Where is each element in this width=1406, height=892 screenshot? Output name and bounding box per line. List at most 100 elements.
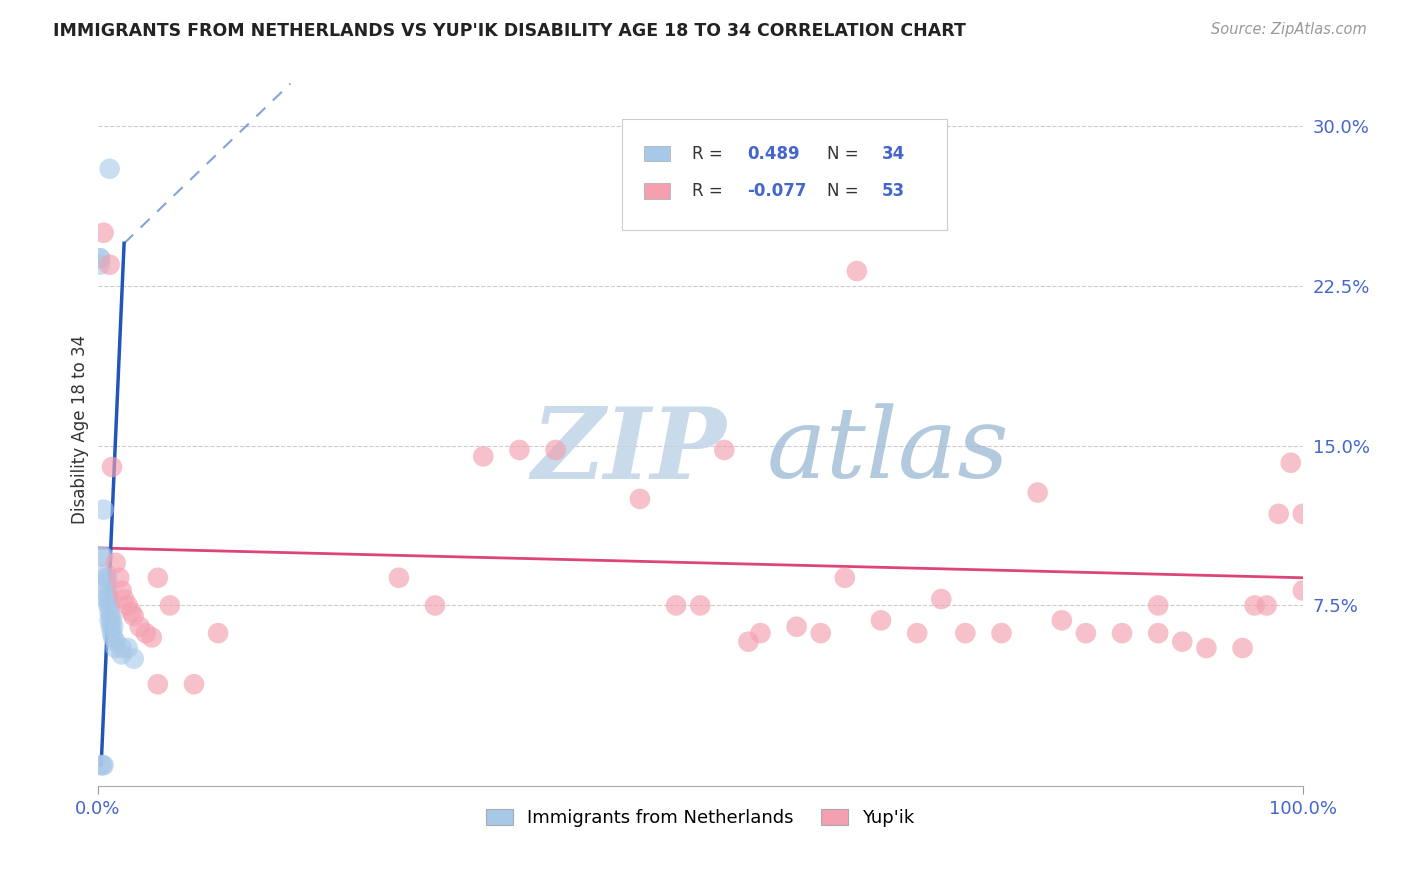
Point [96,592,118,607]
Point [94,571,117,585]
Point [689,599,711,613]
Point [786,620,808,634]
Point [1195,641,1218,656]
Point [834,571,856,585]
Text: R =: R = [692,182,728,200]
Point [100,620,122,634]
Point [93,549,115,564]
Point [120,605,142,619]
FancyBboxPatch shape [644,145,671,161]
Point [104,556,127,570]
Point [97,599,120,613]
Point [990,626,1012,640]
Point [1292,507,1315,521]
Text: ZIP: ZIP [531,403,727,500]
Point [111,641,134,656]
Point [103,631,125,645]
Point [128,620,150,634]
Point [508,442,530,457]
Point [101,460,124,475]
Point [135,626,157,640]
Point [472,450,495,464]
Point [207,626,229,640]
Point [98,161,121,176]
Point [101,613,124,627]
Point [628,491,651,506]
Point [122,651,145,665]
Point [97,588,120,602]
Point [108,571,131,585]
Text: 53: 53 [882,182,905,200]
Point [749,626,772,640]
Text: N =: N = [827,145,863,162]
Point [111,648,134,662]
Point [1292,583,1315,598]
Text: N =: N = [827,182,863,200]
Point [100,609,122,624]
Point [96,571,118,585]
Point [98,613,121,627]
Point [1243,599,1265,613]
Point [89,252,111,266]
Text: 0.489: 0.489 [747,145,800,162]
Text: atlas: atlas [766,403,1010,499]
Point [146,571,169,585]
Point [905,626,928,640]
Point [111,583,134,598]
Point [146,677,169,691]
Point [104,634,127,648]
Point [90,758,112,772]
Point [929,592,952,607]
Point [94,577,117,591]
Point [1111,626,1133,640]
Point [159,599,181,613]
Point [810,626,832,640]
Point [98,605,121,619]
Point [93,758,115,772]
Point [845,264,868,278]
Point [1147,626,1170,640]
Text: Source: ZipAtlas.com: Source: ZipAtlas.com [1211,22,1367,37]
Point [89,252,111,266]
Point [94,566,117,581]
Y-axis label: Disability Age 18 to 34: Disability Age 18 to 34 [72,335,89,524]
Point [665,599,688,613]
Legend: Immigrants from Netherlands, Yup'ik: Immigrants from Netherlands, Yup'ik [478,802,922,835]
Point [1171,634,1194,648]
Point [1267,507,1289,521]
Point [104,641,127,656]
Point [955,626,977,640]
Point [544,442,567,457]
Point [423,599,446,613]
Text: IMMIGRANTS FROM NETHERLANDS VS YUP'IK DISABILITY AGE 18 TO 34 CORRELATION CHART: IMMIGRANTS FROM NETHERLANDS VS YUP'IK DI… [53,22,966,40]
Text: R =: R = [692,145,728,162]
Point [97,592,120,607]
Point [1074,626,1097,640]
Point [89,258,111,272]
Point [1256,599,1278,613]
Point [183,677,205,691]
Point [870,613,893,627]
Point [93,502,115,516]
FancyBboxPatch shape [644,183,671,199]
Point [1026,485,1049,500]
Point [737,634,759,648]
Point [117,641,139,656]
Point [96,583,118,598]
Point [98,599,121,613]
FancyBboxPatch shape [621,120,948,230]
Point [713,442,735,457]
Point [90,549,112,564]
Point [103,620,125,634]
Point [117,599,139,613]
Point [1279,456,1302,470]
Point [91,758,114,772]
Text: -0.077: -0.077 [747,182,807,200]
Point [141,631,163,645]
Point [388,571,411,585]
Point [112,592,135,607]
Point [1232,641,1254,656]
Point [1147,599,1170,613]
Point [1050,613,1073,627]
Point [98,258,121,272]
